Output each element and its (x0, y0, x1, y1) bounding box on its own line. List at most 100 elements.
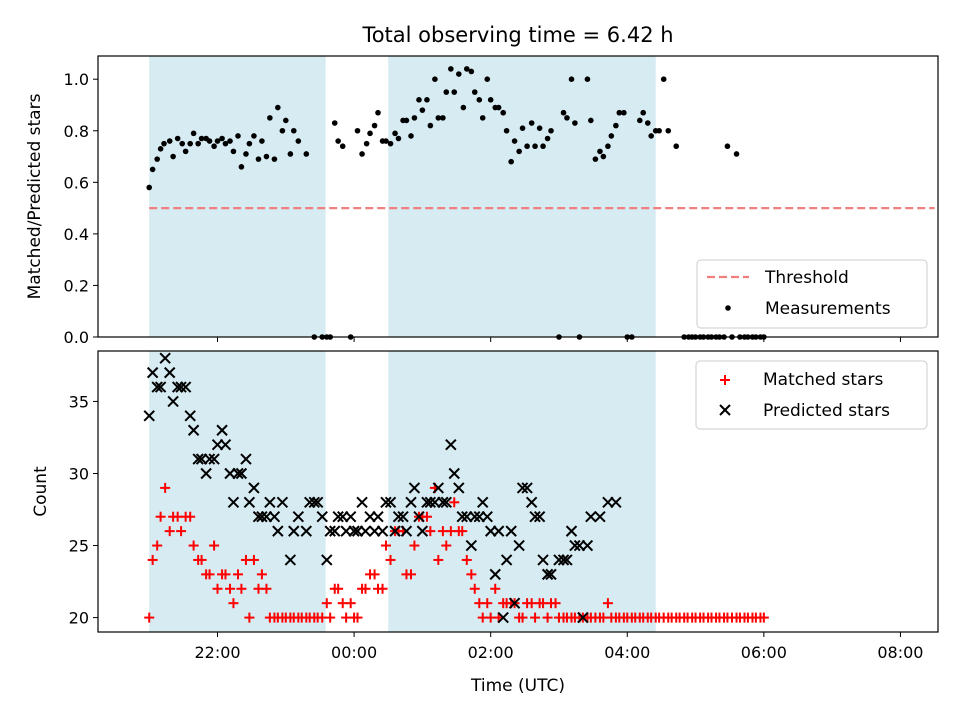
bottom-chart: 20 25 30 35 22:00 00:00 02:00 04:00 06:00 08:00 Co… (31, 350, 939, 662)
predicted-star-point (477, 496, 489, 509)
matched-star-point (461, 554, 472, 565)
predicted-star-point (569, 539, 581, 552)
matched-star-point (244, 612, 255, 623)
matched-star-point (482, 598, 493, 609)
measurement-point (267, 115, 273, 121)
predicted-star-point (541, 568, 554, 581)
bottom-axes-frame (97, 350, 939, 633)
matched-star-point (236, 583, 247, 594)
matched-star-point (225, 583, 236, 594)
matched-star-point (196, 554, 207, 565)
measurement-point (157, 146, 164, 152)
predicted-star-point (203, 453, 216, 465)
x-tick-label: 08:00 (877, 643, 923, 662)
measurement-point (271, 156, 278, 162)
matched-star-point (204, 569, 215, 580)
predicted-star-point (272, 525, 284, 537)
predicted-star-point (376, 525, 389, 537)
matched-star-point (256, 569, 267, 580)
measurement-point (246, 140, 253, 147)
measurement-point (440, 115, 446, 121)
matched-star-point (321, 598, 332, 609)
measurement-point (724, 143, 731, 150)
measurement-point (243, 151, 249, 157)
measurement-point (395, 135, 402, 142)
predicted-star-point (521, 482, 533, 494)
top-shaded-interval (149, 56, 326, 337)
measurement-point (519, 125, 526, 131)
measurement-point (367, 130, 373, 137)
matched-star-point (220, 569, 231, 580)
predicted-star-point (146, 366, 159, 379)
measurement-point (214, 138, 221, 144)
measurement-point (331, 120, 338, 126)
measurement-point (238, 164, 245, 170)
measurement-point (479, 115, 486, 121)
measurement-point (187, 140, 193, 147)
top-y-tick-label: 0.2 (64, 276, 89, 295)
measurement-point (471, 89, 478, 95)
measurement-point (584, 76, 591, 83)
measurement-point (182, 148, 189, 155)
predicted-star-point (356, 496, 368, 509)
measurement-point (644, 120, 651, 126)
predicted-star-point (308, 496, 320, 509)
measurement-point (427, 122, 434, 129)
measurement-point (460, 104, 467, 111)
bottom-legend: Matched stars Predicted stars (695, 360, 928, 430)
predicted-star-point (432, 482, 445, 494)
legend-measurement-swatch (725, 305, 731, 311)
predicted-star-point (284, 554, 297, 566)
measurement-point (411, 115, 418, 121)
measurement-point (146, 184, 153, 191)
x-tick-label: 00:00 (331, 643, 377, 662)
measurement-point (640, 109, 647, 116)
measurement-point (219, 135, 225, 142)
matched-star-point (352, 612, 363, 623)
matched-star-point (377, 583, 388, 594)
bottom-x-axis-label: Time (UTC) (470, 676, 565, 696)
predicted-star-point (216, 424, 228, 436)
measurement-point (448, 66, 454, 72)
predicted-star-point (513, 539, 525, 552)
measurement-point (500, 109, 507, 116)
measurement-point (179, 140, 186, 147)
measurement-point (424, 97, 430, 103)
measurement-point (544, 135, 551, 142)
predicted-star-point (492, 525, 505, 537)
predicted-star-point (276, 496, 289, 509)
measurement-point (222, 140, 229, 147)
measurement-point (608, 133, 615, 139)
matched-star-point (261, 583, 272, 594)
matched-star-point (152, 540, 163, 551)
matched-star-point (185, 511, 196, 522)
top-y-tick-label: 0.8 (64, 122, 89, 141)
matched-star-point (369, 569, 380, 580)
predicted-star-point (489, 568, 501, 581)
matched-star-point (160, 482, 171, 493)
measurement-point (354, 127, 361, 134)
matched-star-point (550, 598, 561, 609)
measurement-point (511, 138, 518, 144)
predicted-star-point (227, 496, 240, 509)
measurement-point (532, 143, 538, 150)
predicted-star-point (408, 482, 421, 494)
matched-star-point (530, 612, 541, 623)
matched-star-point (449, 497, 460, 508)
predicted-star-point (175, 381, 187, 393)
predicted-star-point (437, 496, 449, 509)
matched-star-point (176, 526, 187, 537)
predicted-star-point (219, 438, 232, 451)
predicted-star-point (557, 554, 570, 566)
predicted-star-point (359, 525, 372, 537)
predicted-star-point (465, 539, 478, 552)
predicted-star-point (505, 525, 517, 537)
predicted-star-point (456, 511, 468, 523)
predicted-star-point (413, 511, 425, 523)
legend-box (695, 360, 928, 430)
predicted-star-point (533, 511, 546, 523)
predicted-star-point (397, 511, 409, 523)
predicted-star-point (332, 511, 344, 523)
measurement-point (408, 133, 414, 139)
